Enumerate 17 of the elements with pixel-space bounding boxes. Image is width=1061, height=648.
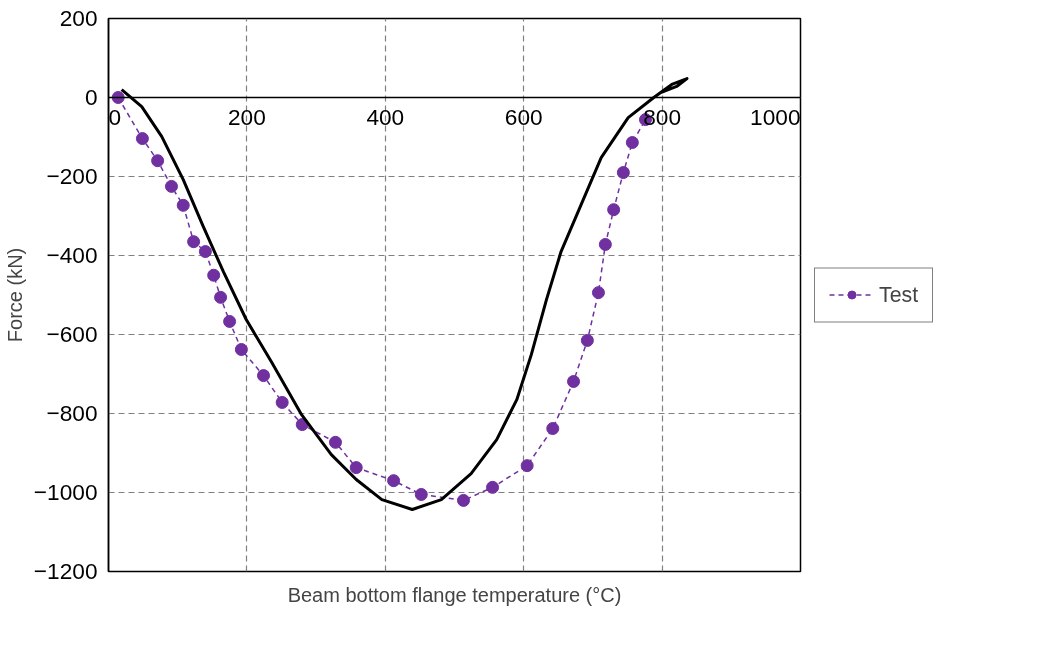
- y-tick-label: −1200: [33, 558, 98, 584]
- x-tick-label: 0: [108, 103, 122, 130]
- x-tick-label: 600: [504, 103, 543, 130]
- y-tick-label: 200: [59, 5, 98, 31]
- y-tick-label: −800: [46, 400, 98, 426]
- legend-label: Test: [879, 282, 919, 307]
- x-tick-label: 200: [228, 103, 266, 130]
- y-tick-label: −400: [46, 242, 98, 268]
- x-axis-title: Beam bottom flange temperature (°C): [287, 583, 622, 606]
- y-tick-label: 0: [84, 84, 98, 110]
- y-axis-title: Force (kN): [3, 247, 26, 343]
- y-tick-label: −600: [46, 321, 98, 347]
- x-tick-label: 800: [643, 103, 682, 130]
- x-tick-label: 1000: [750, 103, 801, 130]
- y-tick-label: −200: [46, 163, 98, 189]
- y-tick-label: −1000: [33, 479, 98, 505]
- x-tick-label: 400: [366, 103, 405, 130]
